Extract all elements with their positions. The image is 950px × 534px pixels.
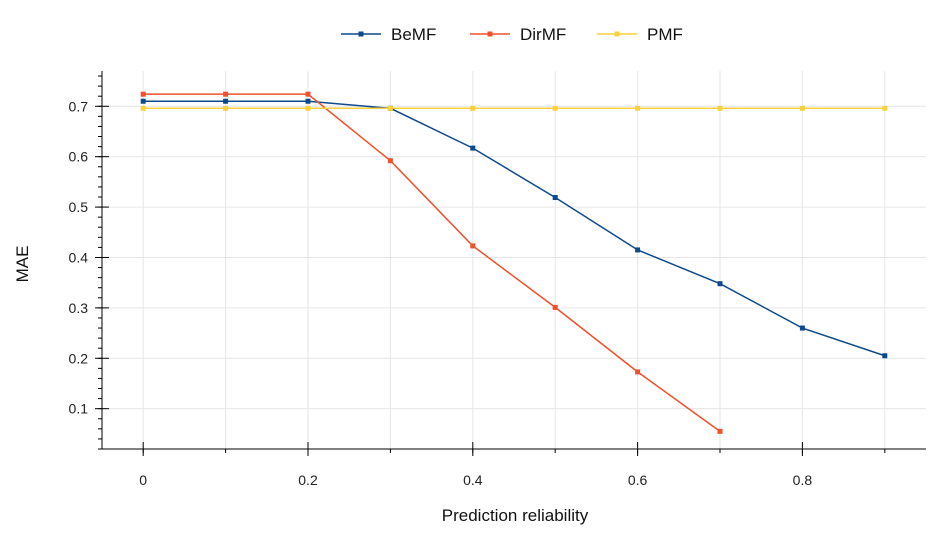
- y-tick-label: 0.5: [69, 199, 89, 215]
- data-point-bemf: [635, 247, 641, 253]
- legend: BeMF DirMF PMF: [341, 25, 683, 44]
- x-tick-label: 0.2: [298, 472, 318, 488]
- legend-item-pmf: PMF: [597, 25, 683, 44]
- data-point-pmf: [717, 105, 723, 111]
- series-bemf: [140, 98, 888, 359]
- x-tick-label: 0.4: [463, 472, 483, 488]
- data-point-bemf: [882, 353, 888, 359]
- legend-label-bemf: BeMF: [391, 25, 436, 44]
- data-point-pmf: [882, 105, 888, 111]
- data-point-pmf: [223, 105, 229, 111]
- axes: 0.1 0.2 0.3 0.4 0.5 0.6 0.7 0 0.2 0.4 0.6 0.8: [69, 71, 926, 488]
- legend-item-bemf: BeMF: [341, 25, 436, 44]
- y-tick-label: 0.2: [69, 350, 89, 366]
- data-point-pmf: [799, 105, 805, 111]
- legend-swatch-marker-dirmf: [487, 31, 493, 37]
- data-point-dirmf: [552, 304, 558, 310]
- data-point-bemf: [799, 325, 805, 331]
- series-group: [140, 91, 888, 434]
- data-point-pmf: [305, 105, 311, 111]
- data-point-dirmf: [717, 428, 723, 434]
- data-point-bemf: [552, 195, 558, 201]
- data-point-bemf: [717, 281, 723, 287]
- legend-swatch-marker-pmf: [614, 31, 620, 37]
- legend-swatch-marker-bemf: [358, 31, 364, 37]
- data-point-dirmf: [305, 91, 311, 97]
- data-point-pmf: [470, 105, 476, 111]
- data-point-dirmf: [223, 91, 229, 97]
- data-point-pmf: [140, 105, 146, 111]
- series-line-dirmf: [143, 93, 721, 432]
- series-pmf: [140, 105, 888, 111]
- x-tick-label: 0.8: [793, 472, 813, 488]
- data-point-dirmf: [470, 243, 476, 249]
- x-axis-title: Prediction reliability: [442, 506, 589, 525]
- data-point-dirmf: [635, 369, 641, 375]
- grid: [102, 71, 926, 449]
- data-point-bemf: [470, 145, 476, 151]
- data-point-dirmf: [140, 91, 146, 97]
- legend-item-dirmf: DirMF: [470, 25, 566, 44]
- series-dirmf: [140, 91, 723, 434]
- legend-label-dirmf: DirMF: [520, 25, 566, 44]
- legend-label-pmf: PMF: [647, 25, 683, 44]
- x-tick-label: 0: [139, 472, 147, 488]
- y-tick-label: 0.1: [69, 401, 89, 417]
- data-point-bemf: [305, 98, 311, 104]
- data-point-dirmf: [387, 158, 393, 164]
- data-point-pmf: [387, 105, 393, 111]
- y-tick-label: 0.7: [69, 98, 89, 114]
- x-tick-label: 0.6: [628, 472, 648, 488]
- data-point-pmf: [635, 105, 641, 111]
- y-tick-label: 0.6: [69, 149, 89, 165]
- y-tick-label: 0.4: [69, 249, 89, 265]
- series-line-bemf: [143, 100, 886, 357]
- data-point-bemf: [140, 98, 146, 104]
- data-point-pmf: [552, 105, 558, 111]
- y-axis-title: MAE: [13, 246, 32, 283]
- data-point-bemf: [223, 98, 229, 104]
- y-tick-label: 0.3: [69, 300, 89, 316]
